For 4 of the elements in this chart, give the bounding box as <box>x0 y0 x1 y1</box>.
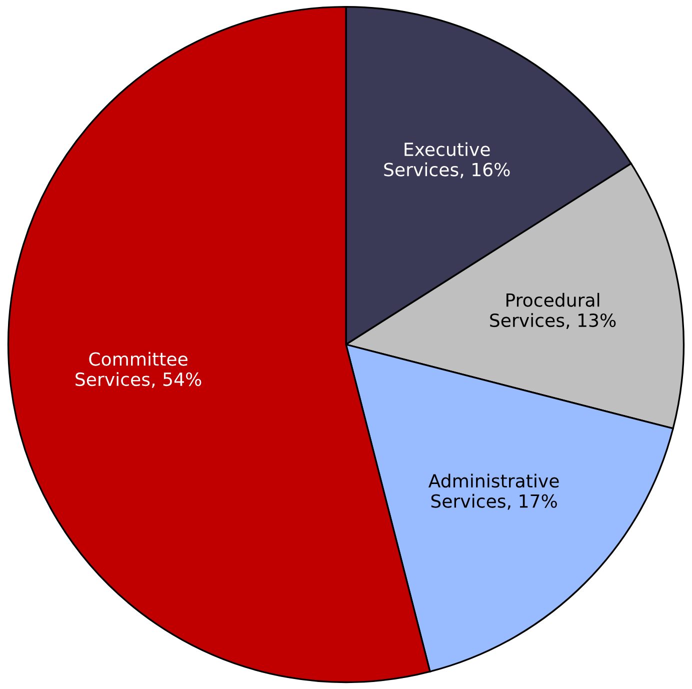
slice-label: Committee Services, 54% <box>76 352 202 388</box>
slice-label: Administrative Services, 17% <box>428 474 559 510</box>
slice-label: Procedural Services, 13% <box>490 292 616 329</box>
slice-label: Executive Services, 16% <box>384 142 510 178</box>
